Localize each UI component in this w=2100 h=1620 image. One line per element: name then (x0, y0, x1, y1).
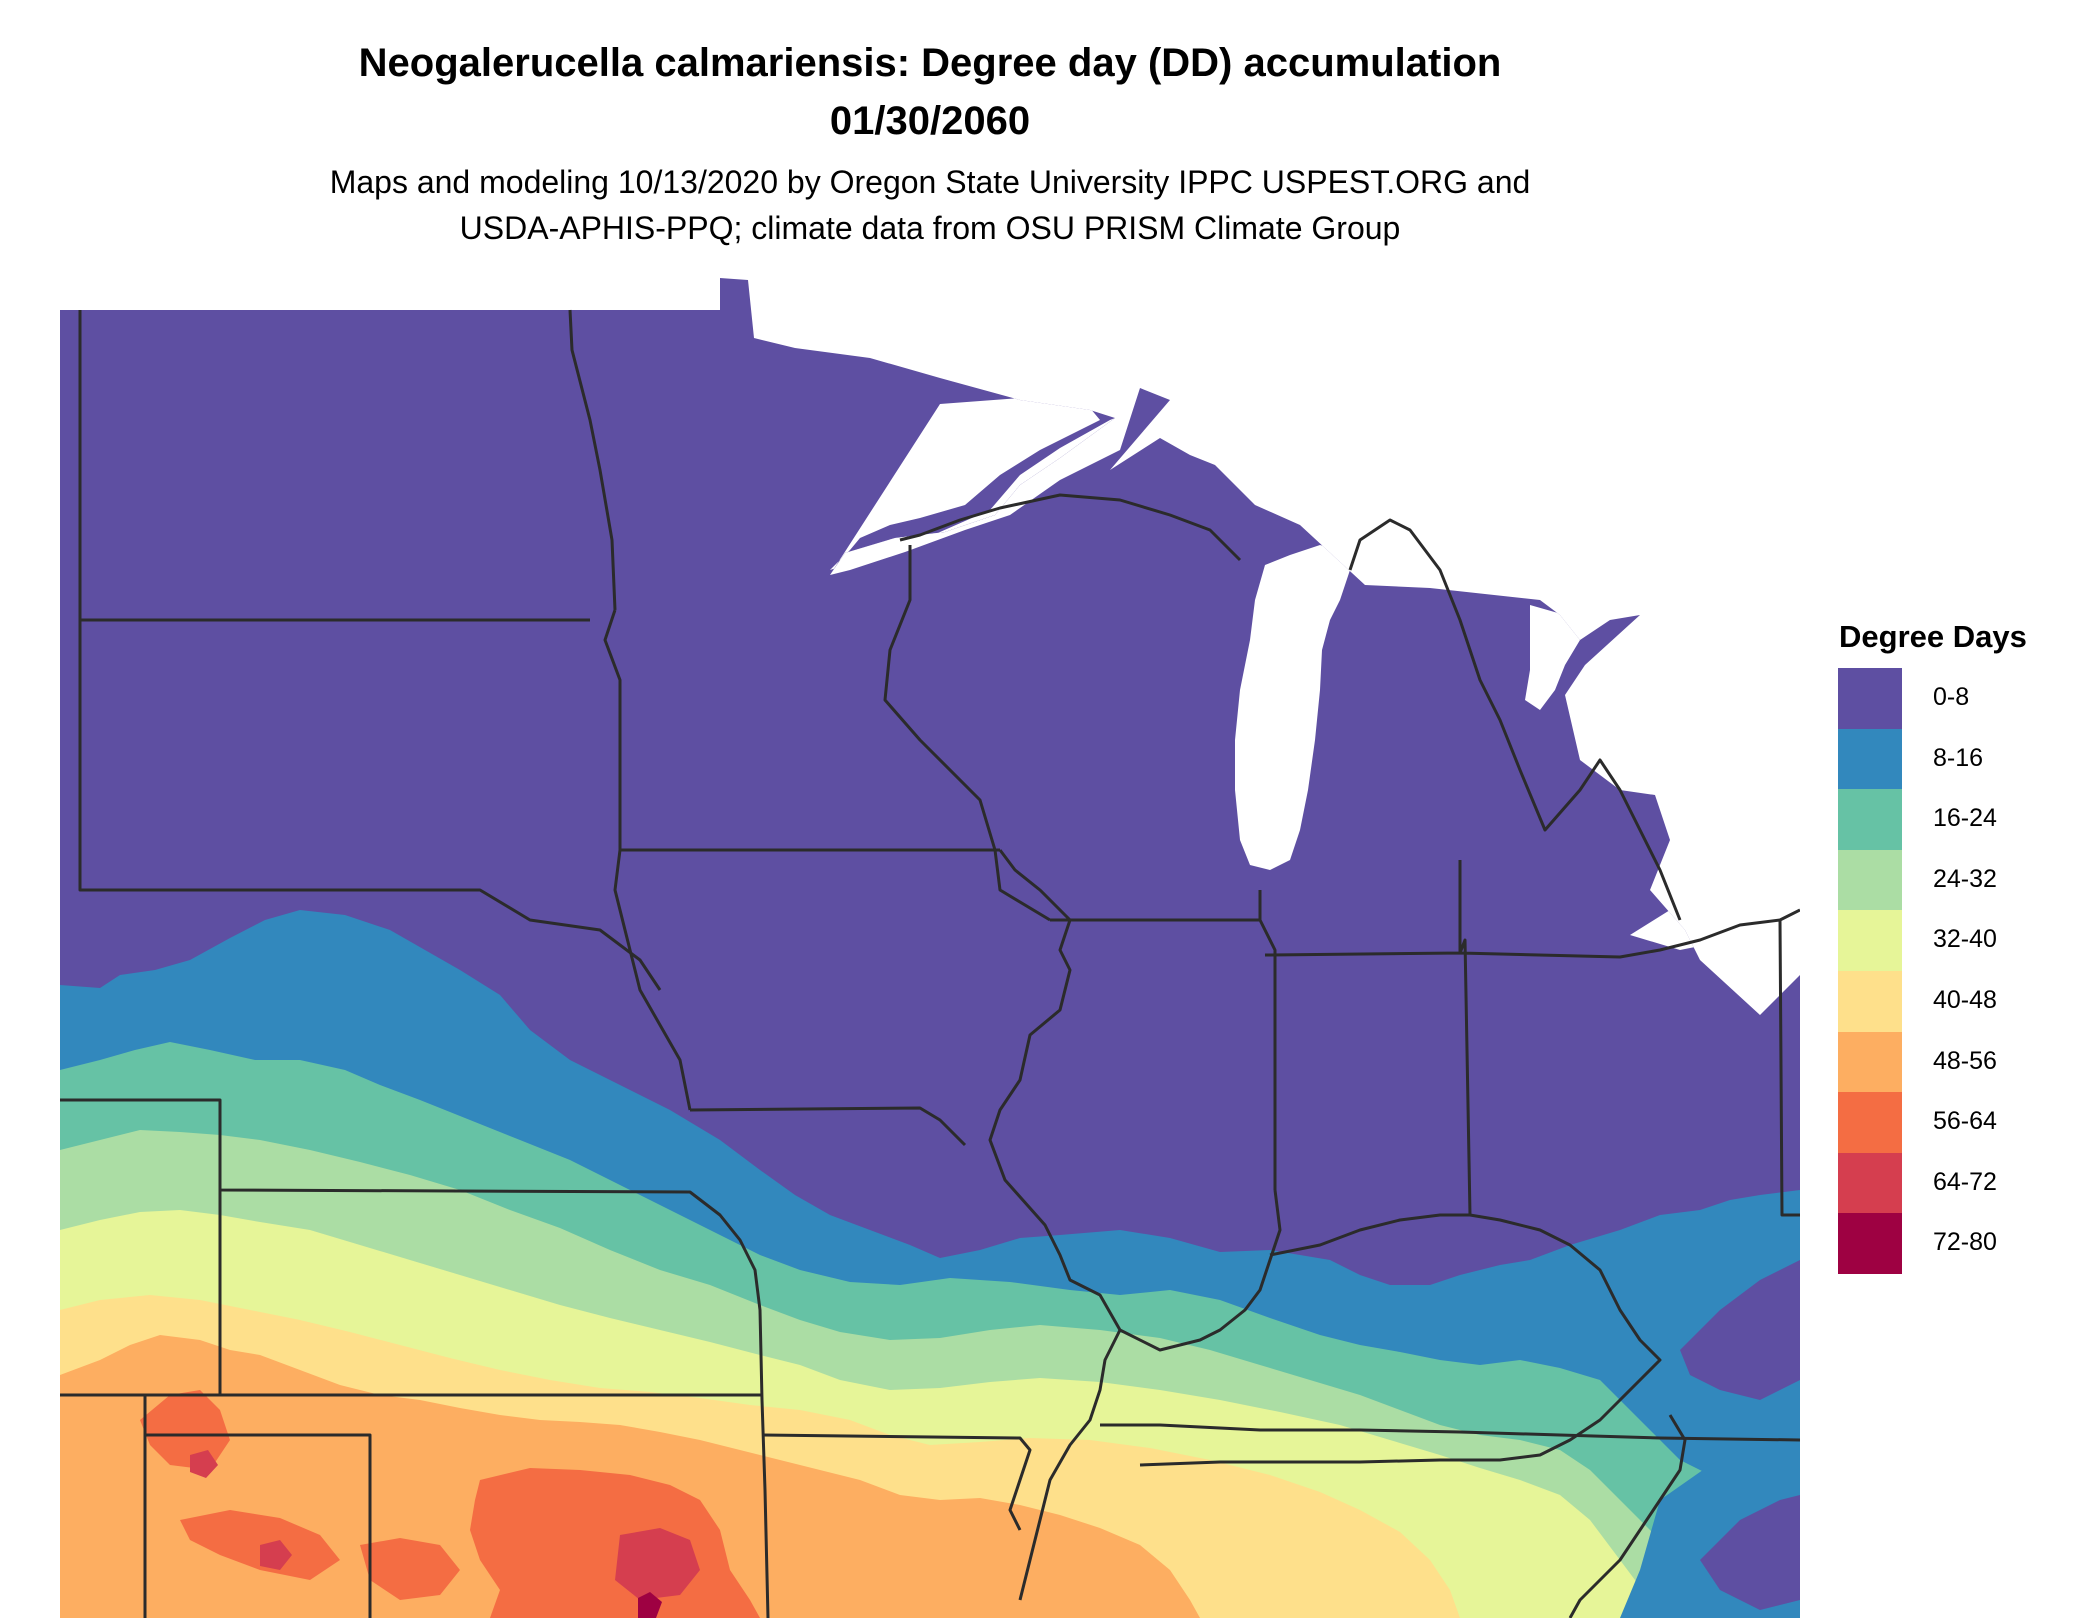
legend-label: 48-56 (1933, 1046, 1997, 1075)
tennessee-boundary (1100, 1423, 1800, 1442)
legend-item: 40-48 (1838, 970, 2088, 1032)
legend-label: 40-48 (1933, 985, 1997, 1014)
lake-superior-shore (830, 398, 1115, 575)
lake-huron-bay (1525, 605, 1580, 710)
legend-swatch (1838, 970, 1902, 1032)
legend-item: 8-16 (1838, 728, 2088, 790)
legend-swatch (1838, 789, 1902, 851)
kentucky-boundary (1139, 1213, 1662, 1467)
upper-peninsula-boundary (899, 493, 1242, 562)
legend-item: 0-8 (1838, 668, 2088, 729)
legend-label: 16-24 (1933, 804, 1997, 833)
zone-appalachian-coldest (1680, 1260, 1800, 1610)
map-title: Neogalerucella calmariensis: Degree day … (358, 41, 1502, 85)
oklahoma-panhandle-boundary (143, 1395, 372, 1618)
illinois-boundary (988, 849, 1282, 1352)
degree-day-map (60, 278, 1800, 1618)
virginia-boundary (1568, 1414, 1687, 1618)
legend-item: 32-40 (1838, 910, 2088, 972)
legend-items: 0-8 8-16 16-24 24-32 32-40 40-48 48-56 56-64 64-… (1838, 668, 2088, 1275)
legend-label: 64-72 (1933, 1167, 1997, 1196)
legend-swatch (1838, 1092, 1902, 1154)
iowa-missouri-boundary (689, 1106, 967, 1147)
zone-56-64 (140, 1390, 760, 1618)
legend-swatch (1838, 1031, 1902, 1093)
legend-label: 8-16 (1933, 743, 1984, 772)
legend-swatch (1838, 728, 1902, 790)
map-credit-line-2: USDA-APHIS-PPQ; climate data from OSU PR… (459, 210, 1401, 246)
map-date: 01/30/2060 (829, 99, 1031, 143)
zone-72-80 (638, 1592, 662, 1618)
legend-item: 48-56 (1838, 1031, 2088, 1093)
legend-swatch (1838, 910, 1902, 972)
legend-label: 72-80 (1933, 1228, 1997, 1257)
legend-item: 24-32 (1838, 849, 2088, 911)
legend-swatch (1838, 1152, 1902, 1214)
illinois-indiana-boundary (1050, 890, 1277, 1190)
legend-item: 64-72 (1838, 1152, 2088, 1214)
legend-item: 16-24 (1838, 789, 2088, 851)
legend-item: 72-80 (1838, 1213, 2088, 1275)
legend-label: 24-32 (1933, 864, 1997, 893)
legend-swatch (1838, 668, 1902, 729)
ohio-east-boundary (1778, 919, 1800, 1217)
minnesota-iowa-boundary (603, 609, 1000, 1111)
legend-title: Degree Days (1839, 619, 2027, 654)
zone-64-72 (190, 1450, 700, 1600)
legend-label: 56-64 (1933, 1107, 1997, 1136)
wisconsin-boundary (883, 545, 1051, 922)
legend-label: 32-40 (1933, 925, 1997, 954)
lake-michigan (1235, 545, 1350, 870)
map-credit-line-1: Maps and modeling 10/13/2020 by Oregon S… (329, 164, 1531, 200)
legend-swatch (1838, 849, 1902, 911)
state-boundaries (60, 309, 1800, 1618)
south-dakota-boundary (78, 620, 662, 991)
missouri-kentucky-boundary (1018, 1329, 1122, 1601)
legend-label: 0-8 (1933, 683, 1970, 711)
legend-swatch (1838, 1213, 1902, 1275)
legend: Degree Days 0-8 8-16 16-24 24-32 32-40 40-48 4… (1838, 617, 2088, 1275)
legend-item: 56-64 (1838, 1092, 2088, 1154)
michigan-boundary (1348, 518, 1682, 953)
missouri-arkansas-boundary (762, 1433, 1032, 1531)
